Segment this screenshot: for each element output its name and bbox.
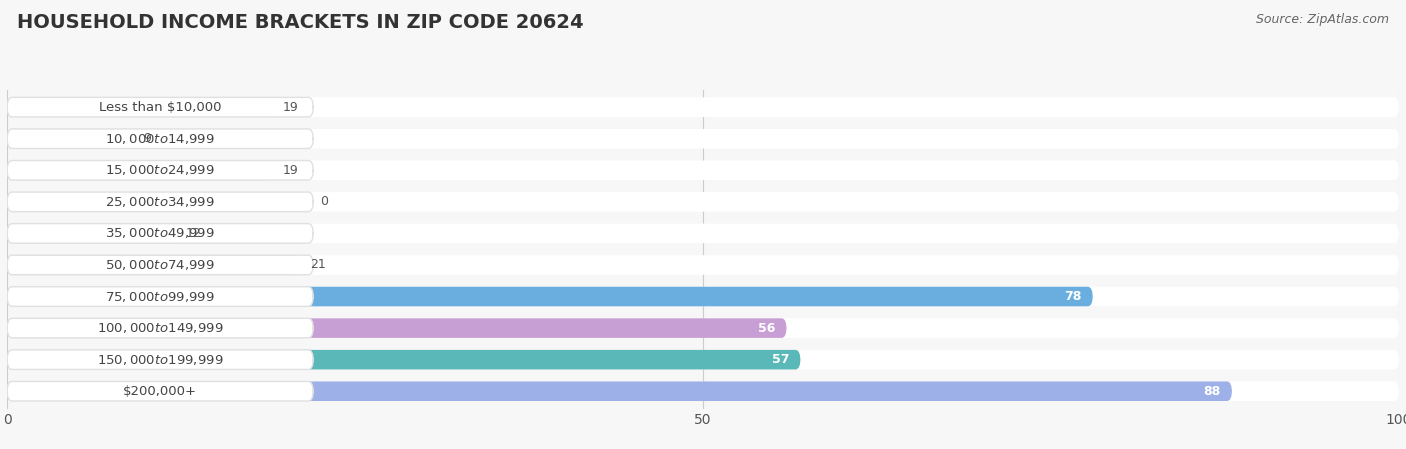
FancyBboxPatch shape [7, 97, 271, 117]
FancyBboxPatch shape [7, 192, 1399, 211]
Text: 56: 56 [758, 321, 775, 335]
FancyBboxPatch shape [7, 129, 1399, 149]
Text: $35,000 to $49,999: $35,000 to $49,999 [105, 226, 215, 240]
Text: 0: 0 [321, 195, 328, 208]
Text: $200,000+: $200,000+ [124, 385, 197, 398]
Text: 9: 9 [143, 132, 152, 145]
Text: $10,000 to $14,999: $10,000 to $14,999 [105, 132, 215, 146]
FancyBboxPatch shape [7, 129, 132, 149]
Text: $25,000 to $34,999: $25,000 to $34,999 [105, 195, 215, 209]
Text: $15,000 to $24,999: $15,000 to $24,999 [105, 163, 215, 177]
Text: $50,000 to $74,999: $50,000 to $74,999 [105, 258, 215, 272]
FancyBboxPatch shape [7, 318, 1399, 338]
FancyBboxPatch shape [7, 97, 1399, 117]
Text: 12: 12 [186, 227, 201, 240]
FancyBboxPatch shape [7, 255, 314, 275]
Text: $150,000 to $199,999: $150,000 to $199,999 [97, 352, 224, 367]
FancyBboxPatch shape [7, 350, 1399, 370]
Text: $100,000 to $149,999: $100,000 to $149,999 [97, 321, 224, 335]
Text: $75,000 to $99,999: $75,000 to $99,999 [105, 290, 215, 304]
FancyBboxPatch shape [7, 287, 314, 306]
FancyBboxPatch shape [7, 287, 1092, 306]
FancyBboxPatch shape [7, 382, 1232, 401]
FancyBboxPatch shape [7, 160, 1399, 180]
FancyBboxPatch shape [7, 382, 1399, 401]
FancyBboxPatch shape [7, 382, 314, 401]
Text: 78: 78 [1064, 290, 1081, 303]
FancyBboxPatch shape [7, 255, 299, 275]
FancyBboxPatch shape [7, 224, 174, 243]
Text: 21: 21 [311, 259, 326, 272]
Text: Source: ZipAtlas.com: Source: ZipAtlas.com [1256, 13, 1389, 26]
FancyBboxPatch shape [7, 287, 1399, 306]
FancyBboxPatch shape [7, 160, 271, 180]
Text: 19: 19 [283, 164, 298, 177]
FancyBboxPatch shape [7, 129, 314, 149]
FancyBboxPatch shape [7, 97, 314, 117]
FancyBboxPatch shape [7, 255, 1399, 275]
Text: 57: 57 [772, 353, 789, 366]
FancyBboxPatch shape [7, 224, 314, 243]
Text: 19: 19 [283, 101, 298, 114]
FancyBboxPatch shape [7, 350, 800, 370]
FancyBboxPatch shape [7, 192, 314, 211]
FancyBboxPatch shape [7, 318, 786, 338]
FancyBboxPatch shape [7, 224, 1399, 243]
FancyBboxPatch shape [7, 160, 314, 180]
FancyBboxPatch shape [7, 350, 314, 370]
Text: 88: 88 [1204, 385, 1220, 398]
Text: Less than $10,000: Less than $10,000 [98, 101, 221, 114]
FancyBboxPatch shape [7, 318, 314, 338]
Text: HOUSEHOLD INCOME BRACKETS IN ZIP CODE 20624: HOUSEHOLD INCOME BRACKETS IN ZIP CODE 20… [17, 13, 583, 32]
